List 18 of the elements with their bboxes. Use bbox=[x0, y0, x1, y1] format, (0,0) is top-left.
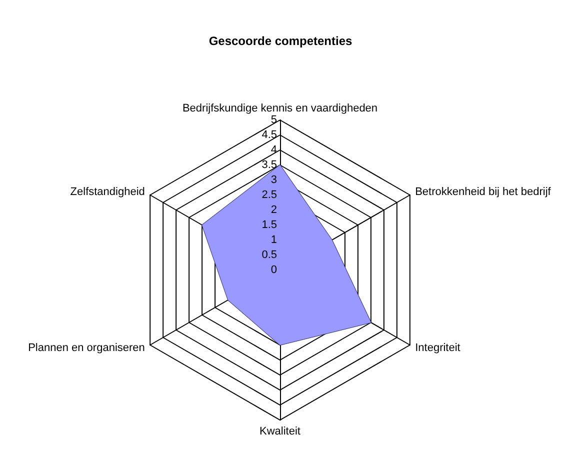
y-tick-label: 3.5 bbox=[262, 159, 277, 171]
y-tick-label: 2.5 bbox=[262, 189, 277, 201]
y-tick-label: 4.5 bbox=[262, 129, 277, 141]
spoke-label: Kwaliteit bbox=[260, 426, 300, 438]
spoke-label: Betrokkenheid bij het bedrijf bbox=[415, 186, 552, 198]
spoke-label: Plannen en organiseren bbox=[28, 342, 145, 354]
y-tick-label: 1.5 bbox=[262, 219, 277, 231]
spoke-label: Zelfstandigheid bbox=[70, 186, 145, 198]
spoke-label: Bedrijfskundige kennis en vaardigheden bbox=[182, 102, 378, 114]
y-tick-label: 1 bbox=[270, 234, 277, 246]
y-tick-label: 5 bbox=[270, 114, 277, 126]
y-tick-label: 0 bbox=[270, 264, 277, 276]
y-tick-label: 4 bbox=[270, 144, 277, 156]
y-tick-label: 2 bbox=[270, 204, 277, 216]
y-tick-label: 3 bbox=[270, 174, 277, 186]
chart-title: Gescoorde competenties bbox=[208, 34, 353, 48]
spoke-label: Integriteit bbox=[415, 342, 460, 354]
y-tick-label: 0.5 bbox=[262, 249, 277, 261]
